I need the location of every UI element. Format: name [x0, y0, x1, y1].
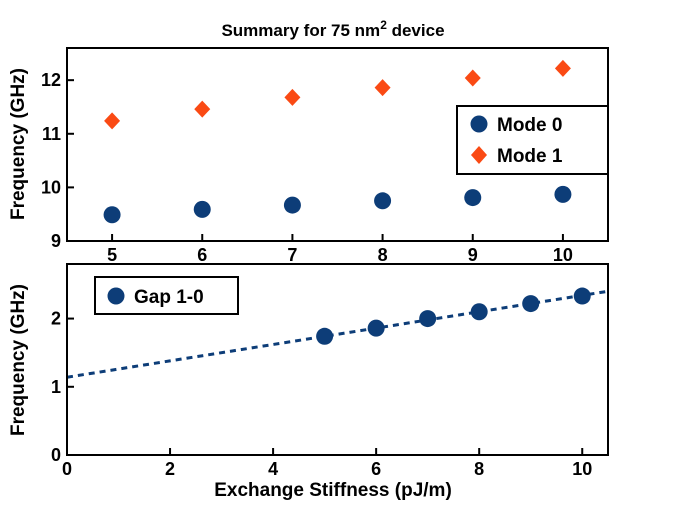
bottom-panel-frame	[66, 263, 609, 456]
bottom-x-tick-label: 10	[572, 459, 592, 479]
data-point-mode-1	[464, 69, 481, 87]
top-y-tick-label: 10	[41, 177, 61, 197]
bottom-panel: 0 2 4 6 8 10 0 1 2 Frequency (GHz) Exchange Stif…	[8, 263, 609, 501]
data-point-mode-1	[554, 59, 571, 77]
bottom-legend: Gap 1-0	[94, 276, 239, 315]
top-legend: Mode 0 Mode 1	[456, 105, 609, 175]
bottom-y-tick-label: 2	[51, 309, 61, 329]
top-y-axis-label: Frequency (GHz)	[8, 68, 29, 220]
data-point-mode-1	[374, 79, 391, 97]
data-point-mode-1	[194, 100, 211, 118]
data-point-gap	[522, 295, 540, 313]
data-point-mode-0	[193, 200, 211, 218]
top-panel: 5 6 7 8 9 10 9 10 11 12 Frequency (GHz) Mode 0 Mo…	[8, 47, 609, 265]
top-x-tick-label: 8	[378, 245, 388, 265]
top-x-tick-label: 10	[553, 245, 573, 265]
data-point-gap	[316, 327, 334, 345]
data-point-gap	[419, 310, 437, 328]
legend-marker-mode-1	[471, 146, 487, 164]
chart-title: Summary for 75 nm2 device	[221, 18, 444, 40]
top-x-tick-label: 9	[468, 245, 478, 265]
top-panel-axes: 5 6 7 8 9 10 9 10 11 12	[41, 70, 573, 265]
data-point-gap	[367, 319, 385, 337]
bottom-y-axis-label: Frequency (GHz)	[8, 284, 29, 436]
bottom-panel-marks	[66, 287, 609, 379]
data-point-mode-0	[554, 185, 572, 203]
data-point-mode-0	[283, 196, 301, 214]
top-panel-marks	[103, 59, 572, 224]
bottom-x-tick-label: 8	[474, 459, 484, 479]
x-axis-label: Exchange Stiffness (pJ/m)	[214, 480, 452, 501]
fit-line	[66, 289, 609, 379]
data-point-mode-0	[374, 192, 392, 210]
bottom-panel-axes: 0 2 4 6 8 10 0 1 2	[51, 309, 592, 479]
legend-label-gap: Gap 1-0	[134, 287, 204, 308]
top-y-tick-label: 11	[42, 124, 61, 144]
data-point-gap	[573, 287, 591, 305]
data-point-gap	[470, 303, 488, 321]
legend-label-mode-0: Mode 0	[497, 115, 562, 136]
bottom-y-tick-label: 0	[51, 445, 61, 465]
legend-marker-gap	[107, 287, 125, 305]
data-point-mode-1	[284, 88, 301, 106]
data-point-mode-1	[104, 112, 121, 130]
bottom-x-tick-label: 2	[165, 459, 175, 479]
bottom-x-tick-label: 4	[268, 459, 278, 479]
legend-marker-mode-0	[470, 115, 488, 133]
top-y-tick-label: 12	[41, 70, 61, 90]
data-point-mode-0	[103, 206, 121, 224]
data-point-mode-0	[464, 189, 482, 207]
top-x-tick-label: 5	[107, 245, 117, 265]
top-x-tick-label: 6	[197, 245, 207, 265]
top-x-tick-label: 7	[287, 245, 297, 265]
top-y-tick-label: 9	[51, 231, 61, 251]
legend-label-mode-1: Mode 1	[497, 146, 563, 167]
bottom-x-tick-label: 6	[371, 459, 381, 479]
bottom-y-tick-label: 1	[51, 377, 61, 397]
bottom-x-tick-label: 0	[62, 459, 72, 479]
